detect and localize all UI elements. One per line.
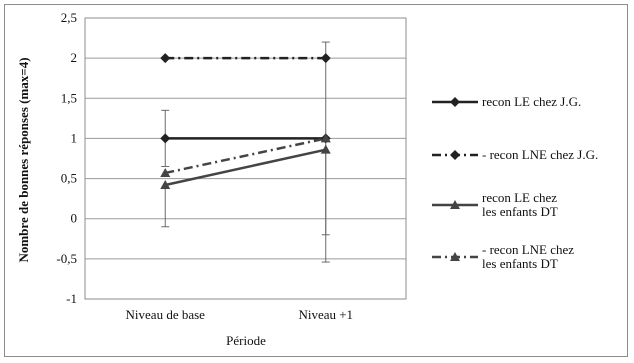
y-tick-label: 0 (71, 211, 78, 226)
legend: recon LE chez J.G. - recon LNE chez J.G. r… (432, 94, 598, 271)
x-axis-title: Période (226, 333, 266, 348)
y-tick-label: 1 (71, 130, 78, 145)
legend-entry-label: - recon LNE chez (482, 242, 574, 257)
y-tick-label: 2 (71, 50, 78, 65)
y-tick-label: 1,5 (61, 90, 77, 105)
y-tick-label: -1 (66, 291, 77, 306)
x-tick-label: Niveau de base (126, 307, 206, 322)
legend-entry-label: - recon LNE chez J.G. (482, 147, 598, 162)
y-tick-label: 0,5 (61, 171, 77, 186)
y-tick-label: 2,5 (61, 10, 77, 25)
legend-entry-label: recon LE chez (482, 190, 557, 205)
diamond-marker (450, 97, 460, 107)
y-tick-label: -0,5 (56, 251, 77, 266)
x-tick-labels: Niveau de base Niveau +1 (126, 307, 354, 322)
plot-area (85, 18, 406, 299)
legend-entry-label: les enfants DT (482, 204, 558, 219)
y-axis-title: Nombre de bonnes réponses (max=4) (16, 57, 31, 262)
legend-entry-label: les enfants DT (482, 256, 558, 271)
diamond-marker (450, 150, 460, 160)
y-tick-labels: -1 -0,5 0 0,5 1 1,5 2 2,5 (56, 10, 77, 306)
x-tick-label: Niveau +1 (298, 307, 353, 322)
legend-entry-label: recon LE chez J.G. (482, 94, 581, 109)
